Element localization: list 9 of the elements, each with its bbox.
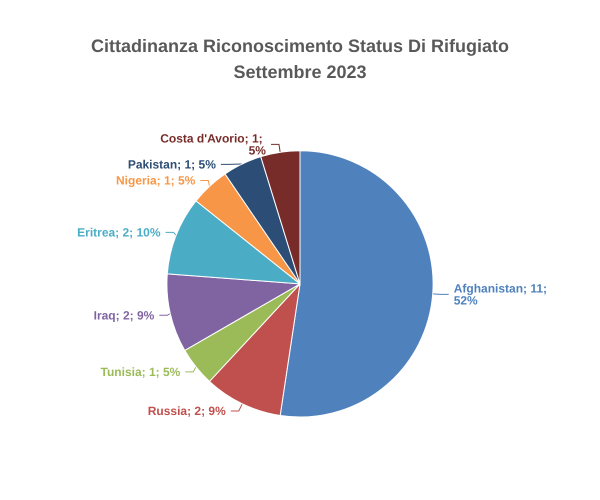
chart-title: Cittadinanza Riconoscimento Status Di Rifugiato Settembre 2023 <box>90 36 510 82</box>
slice-label: Tunisia; 1; 5% <box>100 364 181 379</box>
slice-label: Costa d'Avorio; 1; 5% <box>160 131 266 158</box>
slice-label: Iraq; 2; 9% <box>94 308 155 322</box>
slice-label: Russia; 2; 9% <box>148 404 226 418</box>
slice-label: Eritrea; 2; 10% <box>77 225 161 240</box>
slice-label: Nigeria; 1; 5% <box>116 173 196 188</box>
slice-label: Pakistan; 1; 5% <box>128 157 216 172</box>
slice-label: Afghanistan; 11; 52% <box>454 281 550 308</box>
